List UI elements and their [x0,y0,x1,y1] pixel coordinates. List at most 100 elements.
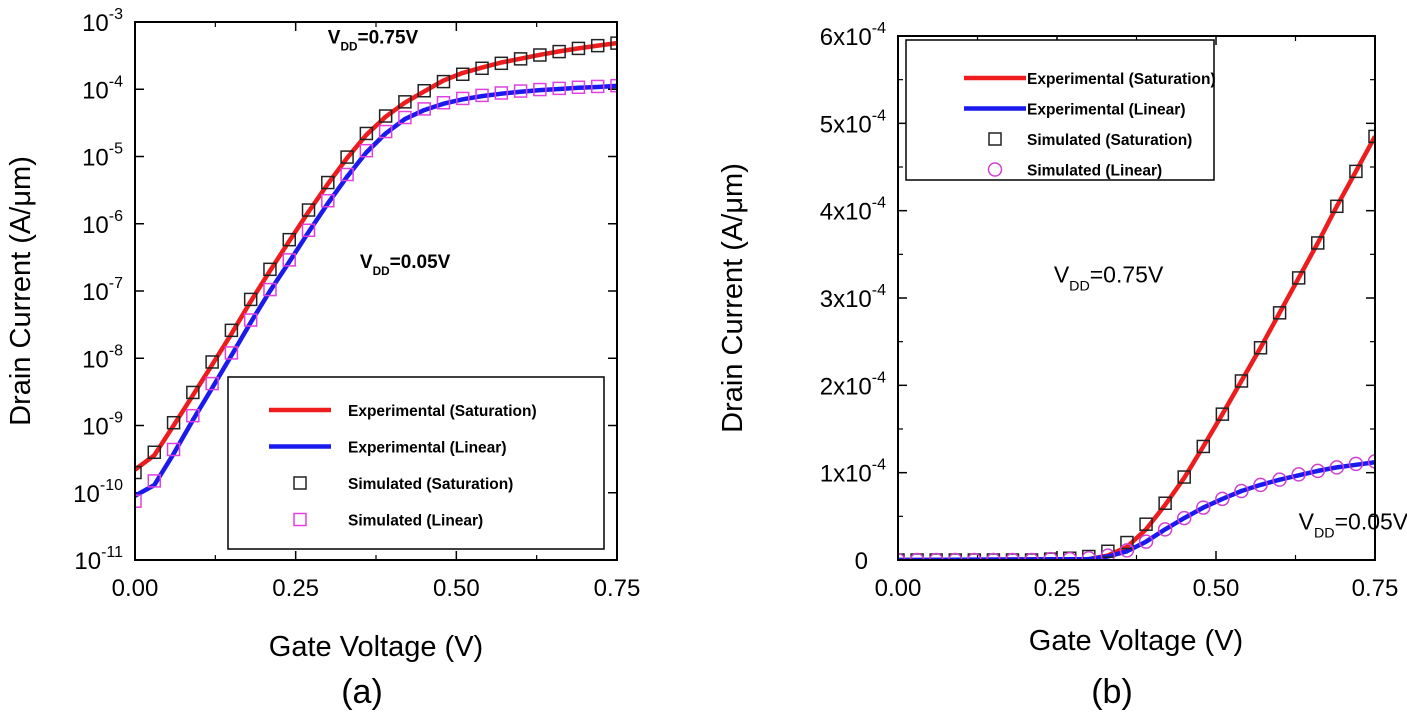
legend-label-experimental-linear: Experimental (Linear) [348,440,507,457]
x-axis-label-a: Gate Voltage (V) [269,631,483,663]
marker-simulated-linear [1119,543,1135,558]
marker-simulated-linear [1234,483,1249,499]
marker-simulated-linear [1157,522,1173,537]
y-tick-label: 5x10-4 [820,107,886,138]
marker-simulated-linear [610,78,617,93]
x-tick-label: 0.75 [594,575,641,602]
x-tick-label: 0.75 [1352,575,1399,602]
marker-simulated-saturation [147,445,162,460]
x-tick-label: 0.25 [272,575,319,602]
marker-simulated-saturation [436,74,451,89]
legend-label-simulated-saturation: Simulated (Saturation) [1027,132,1192,149]
marker-simulated-linear [1100,548,1116,560]
marker-simulated-saturation [475,61,489,76]
y-tick-label: 2x10-4 [820,369,886,400]
marker-simulated-saturation [494,56,509,71]
marker-simulated-saturation [166,415,181,430]
series-line-experimental-saturation [898,135,1375,560]
annotation-vdd: VDD=0.75V [1054,261,1164,294]
marker-simulated-linear [417,102,431,116]
marker-simulated-saturation [513,52,528,66]
caption-a: (a) [341,673,383,711]
marker-simulated-linear [513,84,528,98]
y-tick-label: 3x10-4 [820,282,886,313]
marker-simulated-saturation [1158,496,1172,510]
marker-simulated-linear [1138,534,1154,549]
marker-simulated-linear [1024,552,1039,560]
x-tick-label: 0.00 [875,575,922,602]
marker-simulated-linear [243,313,258,327]
marker-simulated-saturation [1253,341,1268,355]
y-tick-label: 10-8 [82,342,123,373]
marker-simulated-linear [1253,477,1268,493]
marker-simulated-linear [398,110,412,125]
marker-simulated-linear [986,552,1001,560]
marker-simulated-linear [533,82,547,97]
legend-b: Experimental (Saturation) Experimental (L… [905,39,1216,181]
marker-simulated-linear [928,552,944,560]
marker-simulated-saturation [301,203,316,217]
marker-simulated-linear [205,376,219,391]
legend-label-experimental-saturation: Experimental (Saturation) [1027,71,1216,88]
legend-label-experimental-linear: Experimental (Linear) [1027,102,1186,119]
y-tick-label: 10-5 [82,141,123,172]
marker-simulated-linear [947,552,963,560]
marker-simulated-saturation [533,48,547,62]
marker-simulated-linear [436,95,451,110]
legend-swatch-simulated-saturation [293,476,307,490]
y-tick-label: 10-10 [73,477,123,508]
marker-simulated-saturation [135,465,142,480]
marker-simulated-linear [1196,500,1211,515]
legend-label-simulated-linear: Simulated (Linear) [348,513,483,530]
y-tick-label: 10-9 [82,410,123,441]
marker-simulated-saturation [1196,439,1211,454]
marker-simulated-saturation [1139,517,1153,531]
y-tick-label: 10-4 [82,73,123,104]
legend-swatch-simulated-linear [293,512,307,527]
y-tick-label: 0 [855,548,868,575]
marker-simulated-linear [494,86,509,100]
marker-simulated-saturation [1234,374,1249,388]
marker-simulated-saturation [321,175,335,190]
marker-simulated-saturation [224,323,239,338]
marker-simulated-linear [186,408,200,423]
marker-simulated-linear [552,81,566,96]
marker-simulated-saturation [340,150,354,164]
marker-simulated-linear [263,282,277,297]
annotation-vdd: VDD=0.75V [328,27,419,53]
legend-box-b [905,39,1215,181]
marker-simulated-linear [456,91,470,106]
marker-simulated-linear [1310,463,1326,479]
marker-simulated-saturation [1215,407,1230,421]
x-tick-label: 0.25 [1034,575,1081,602]
marker-simulated-linear [967,552,982,560]
series-line-experimental-saturation [135,40,617,472]
legend-box-a [227,376,605,550]
legend-swatch-simulated-linear [987,162,1003,177]
annotation-vdd: VDD=0.05V [360,252,451,278]
marker-simulated-linear [1005,552,1020,560]
x-axis-label-b: Gate Voltage (V) [1029,625,1243,657]
marker-simulated-saturation [186,385,200,400]
x-tick-label: 0.50 [1193,575,1240,602]
series-line-experimental-linear [135,83,617,498]
marker-simulated-saturation [1272,306,1287,320]
marker-simulated-linear [359,143,374,158]
marker-simulated-saturation [590,38,605,53]
marker-simulated-linear [135,494,142,508]
marker-simulated-saturation [552,44,566,59]
chart-panel-a: 0.00 0.25 0.50 0.75 10-11 10-10 10-9 10-8 10-7 10… [5,6,640,711]
marker-simulated-saturation [263,262,277,277]
marker-simulated-saturation [378,109,393,123]
y-axis-label-a: Drain Current (A/μm) [5,156,37,426]
marker-simulated-saturation [1349,164,1363,179]
y-tick-label: 10-7 [82,275,123,306]
caption-b: (b) [1091,673,1133,711]
marker-simulated-saturation [456,67,470,82]
marker-simulated-saturation [1330,199,1344,214]
y-axis-label-b: Drain Current (A/μm) [717,163,749,433]
marker-simulated-linear [1215,491,1230,507]
marker-simulated-linear [301,223,316,238]
marker-simulated-saturation [1311,236,1325,250]
